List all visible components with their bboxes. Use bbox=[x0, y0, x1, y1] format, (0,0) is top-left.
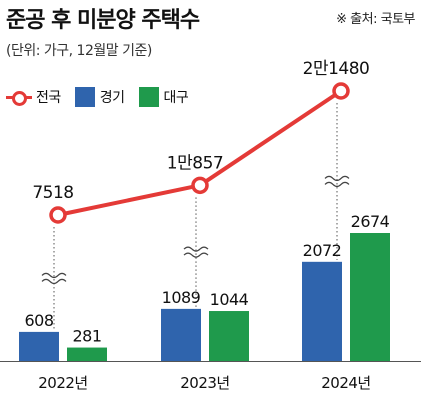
data-label-gyeonggi: 1089 bbox=[162, 288, 201, 307]
bar-gyeonggi bbox=[302, 261, 342, 361]
legend-item-daegu: 대구 bbox=[138, 87, 189, 107]
legend-swatch-gyeonggi bbox=[74, 87, 95, 107]
bar-daegu bbox=[67, 347, 107, 361]
data-label-daegu: 2674 bbox=[351, 212, 390, 231]
legend-item-gyeonggi: 경기 bbox=[74, 87, 125, 107]
data-label-total: 1만857 bbox=[167, 153, 223, 173]
legend-item-total: 전국 bbox=[6, 87, 61, 107]
x-tick-label: 2023년 bbox=[180, 374, 229, 392]
legend: 전국 경기 대구 bbox=[6, 86, 202, 108]
point-total bbox=[191, 176, 209, 195]
bar-daegu bbox=[350, 233, 390, 361]
legend-swatch-daegu bbox=[138, 87, 159, 107]
data-label-daegu: 1044 bbox=[210, 290, 249, 309]
axis-break-mark bbox=[41, 272, 67, 279]
axis-break-mark bbox=[41, 278, 67, 285]
x-tick-label: 2024년 bbox=[321, 374, 370, 392]
axis-break-mark bbox=[324, 181, 350, 188]
legend-label-total: 전국 bbox=[36, 90, 61, 106]
legend-label-gyeonggi: 경기 bbox=[99, 90, 125, 106]
data-label-daegu: 281 bbox=[72, 327, 101, 346]
unit-note: (단위: 가구, 12월말 기준) bbox=[6, 43, 152, 59]
axis-break-mark bbox=[324, 175, 350, 182]
data-label-total: 2만1480 bbox=[303, 59, 370, 79]
legend-label-daegu: 대구 bbox=[163, 90, 189, 106]
point-total bbox=[332, 82, 350, 100]
data-label-gyeonggi: 2072 bbox=[303, 241, 342, 260]
axis-break-mark bbox=[183, 246, 209, 252]
line-marker-icon bbox=[6, 89, 32, 106]
source-note: ※ 출처: 국토부 bbox=[336, 12, 415, 27]
data-label-total: 7518 bbox=[32, 183, 73, 203]
bar-gyeonggi bbox=[19, 331, 59, 361]
axis-break-mark bbox=[183, 252, 209, 258]
bar-gyeonggi bbox=[161, 308, 201, 361]
data-label-gyeonggi: 608 bbox=[24, 311, 53, 330]
chart-title: 준공 후 미분양 주택수 bbox=[6, 8, 200, 33]
point-total bbox=[49, 206, 67, 224]
x-tick-label: 2022년 bbox=[38, 374, 87, 392]
bar-daegu bbox=[209, 311, 249, 361]
